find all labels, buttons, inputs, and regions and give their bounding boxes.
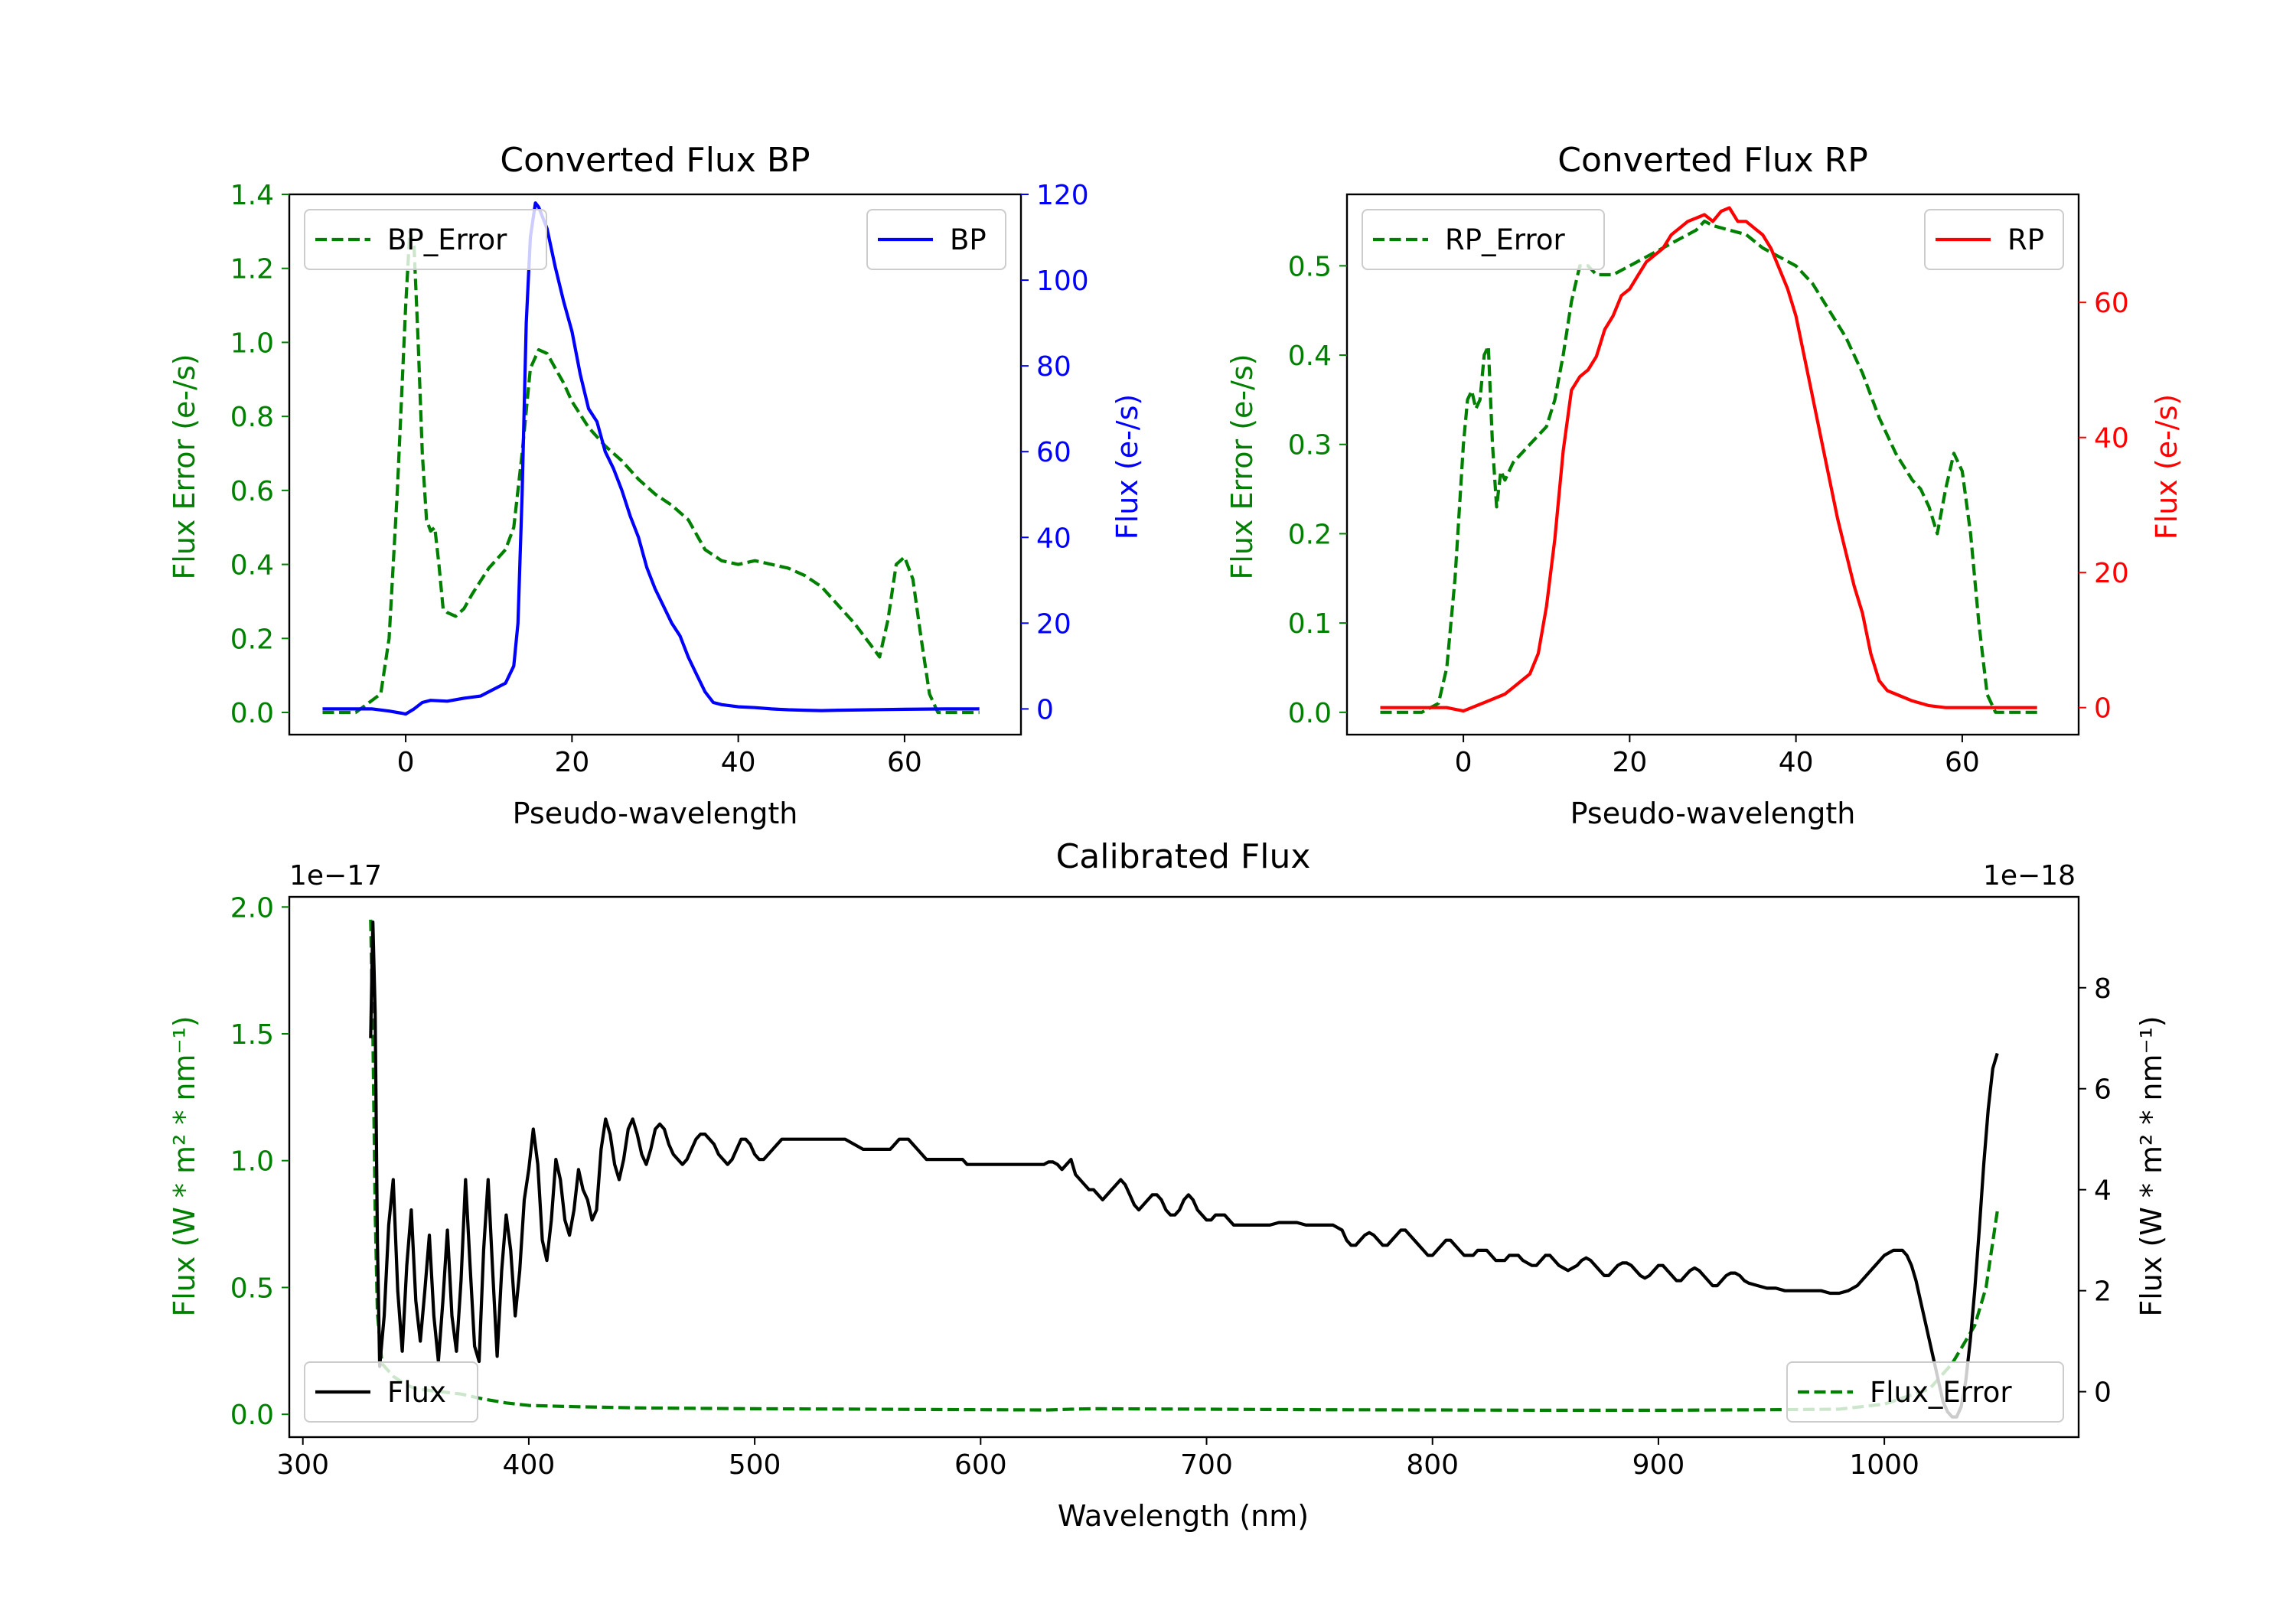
x-tick-label: 20 — [1612, 747, 1647, 778]
panel-rp: Converted Flux RP Pseudo-wavelength Flux… — [1225, 141, 2183, 830]
series-line-flux — [369, 920, 1999, 1419]
x-tick-label: 300 — [276, 1449, 329, 1481]
left-y-tick-label: 0.4 — [230, 550, 274, 582]
left-y-tick-label: 0.6 — [230, 476, 274, 507]
x-tick-label: 60 — [887, 747, 922, 778]
x-tick-label: 40 — [1779, 747, 1814, 778]
x-tick-label: 0 — [397, 747, 415, 778]
cal-left-ylabel: Flux (W * m² * nm⁻¹) — [168, 1015, 201, 1316]
right-y-tick-label: 2 — [2094, 1276, 2112, 1308]
legend-label: BP — [950, 223, 987, 256]
left-y-tick-label: 0.3 — [1288, 430, 1332, 461]
right-y-tick-label: 4 — [2094, 1175, 2112, 1207]
right-y-tick-label: 60 — [2094, 288, 2129, 319]
right-y-tick-label: 0 — [2094, 1377, 2112, 1409]
x-tick-label: 500 — [729, 1449, 781, 1481]
left-y-tick-label: 0.4 — [1288, 341, 1332, 372]
left-y-tick-label: 0.0 — [230, 1400, 274, 1431]
left-y-tick-label: 0.2 — [1288, 519, 1332, 550]
cal-axes-frame — [288, 895, 2080, 1439]
legend-label: Flux — [387, 1376, 446, 1409]
left-y-tick-label: 0.2 — [230, 624, 274, 655]
cal-title: Calibrated Flux — [1056, 837, 1311, 876]
left-y-tick-label: 0.8 — [230, 402, 274, 433]
x-tick-label: 700 — [1180, 1449, 1233, 1481]
x-tick-label: 900 — [1632, 1449, 1685, 1481]
legend-box — [1362, 209, 1605, 270]
bp-right-ylabel: Flux (e-/s) — [1110, 394, 1144, 539]
left-y-tick-label: 1.4 — [230, 180, 274, 211]
legend-box — [866, 209, 1006, 270]
rp-right-ylabel: Flux (e-/s) — [2150, 394, 2183, 539]
x-tick-label: 60 — [1945, 747, 1980, 778]
right-y-tick-label: 0 — [1036, 694, 1054, 725]
rp-plot-area: 0 20 40 60 0.0 0.1 0.2 0.3 0.4 0.5 0 20 40 60 RP_Error… — [1288, 193, 2129, 778]
rp-left-ylabel: Flux Error (e-/s) — [1225, 354, 1259, 579]
right-y-tick-label: 40 — [1036, 523, 1071, 554]
legend-label: RP_Error — [1445, 223, 1565, 256]
x-tick-label: 1000 — [1849, 1449, 1919, 1481]
legend-box — [1924, 209, 2064, 270]
cal-right-ylabel: Flux (W * m² * nm⁻¹) — [2135, 1015, 2168, 1316]
panel-cal: Calibrated Flux Wavelength (nm) Flux (W … — [168, 837, 2168, 1533]
x-tick-label: 0 — [1455, 747, 1473, 778]
left-y-tick-label: 1.5 — [230, 1019, 274, 1051]
left-y-tick-label: 0.0 — [1288, 698, 1332, 729]
cal-xlabel: Wavelength (nm) — [1058, 1499, 1309, 1533]
series-line-rp_error — [1380, 219, 2037, 714]
bp-axes-frame — [288, 193, 1022, 736]
legend-box — [304, 1361, 478, 1423]
rp-axes-frame — [1345, 193, 2080, 736]
left-y-tick-label: 1.0 — [230, 1146, 274, 1178]
left-y-tick-label: 1.2 — [230, 254, 274, 285]
left-y-tick-label: 1.0 — [230, 328, 274, 359]
left-y-tick-label: 0.5 — [230, 1273, 274, 1304]
left-y-tick-label: 0.0 — [230, 698, 274, 729]
right-y-tick-label: 40 — [2094, 423, 2129, 455]
x-tick-label: 800 — [1406, 1449, 1459, 1481]
left-y-tick-label: 0.1 — [1288, 608, 1332, 640]
right-y-tick-label: 120 — [1036, 180, 1089, 211]
rp-title: Converted Flux RP — [1557, 141, 1868, 180]
bp-plot-area: 0 20 40 60 0.0 0.2 0.4 0.6 0.8 1.0 1.2 1.4 0 20 40 60 80… — [230, 180, 1089, 778]
x-tick-label: 600 — [954, 1449, 1007, 1481]
x-tick-label: 400 — [503, 1449, 556, 1481]
cal-plot-area: 300 400 500 600 700 800 900 1000 0.0 0.5 1.0 1.5 2.0… — [230, 892, 2112, 1481]
left-y-tick-label: 2.0 — [230, 892, 274, 924]
panel-bp: Converted Flux BP Pseudo-wavelength Flux… — [168, 141, 1144, 830]
rp-xlabel: Pseudo-wavelength — [1570, 797, 1856, 830]
legend-box — [1786, 1361, 2064, 1423]
series-line-rp — [1380, 206, 2037, 713]
series-line-bp — [322, 201, 980, 716]
right-y-tick-label: 0 — [2094, 693, 2112, 725]
right-y-tick-label: 80 — [1036, 351, 1071, 383]
cal-left-offset-text: 1e−17 — [289, 860, 382, 892]
x-tick-label: 40 — [721, 747, 756, 778]
bp-title: Converted Flux BP — [500, 141, 810, 180]
legend-label: BP_Error — [387, 223, 507, 256]
series-line-bp_error — [322, 230, 980, 715]
right-y-tick-label: 20 — [1036, 608, 1071, 640]
bp-left-ylabel: Flux Error (e-/s) — [168, 354, 201, 579]
right-y-tick-label: 6 — [2094, 1074, 2112, 1106]
legend-box — [304, 209, 547, 270]
legend-label: RP — [2007, 223, 2044, 256]
bp-xlabel: Pseudo-wavelength — [513, 797, 798, 830]
right-y-tick-label: 100 — [1036, 266, 1089, 297]
cal-right-offset-text: 1e−18 — [1983, 860, 2076, 892]
right-y-tick-label: 20 — [2094, 558, 2129, 589]
legend-label: Flux_Error — [1870, 1376, 2012, 1409]
left-y-tick-label: 0.5 — [1288, 251, 1332, 282]
right-y-tick-label: 8 — [2094, 973, 2112, 1005]
right-y-tick-label: 60 — [1036, 437, 1071, 468]
x-tick-label: 20 — [554, 747, 589, 778]
